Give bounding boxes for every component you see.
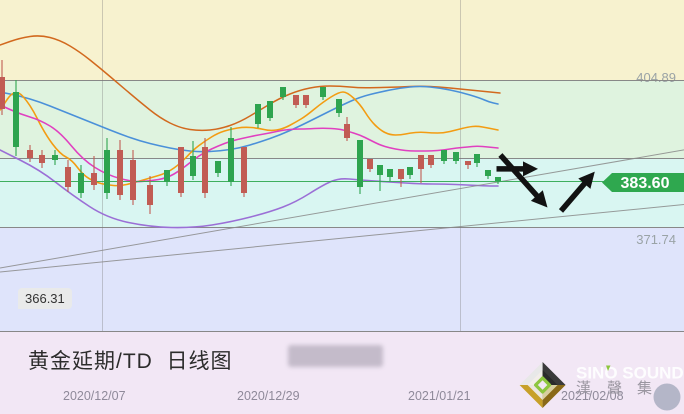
svg-text:SINO SOUND: SINO SOUND <box>576 364 684 383</box>
svg-text:漢聲集: 漢聲集 <box>576 380 652 397</box>
